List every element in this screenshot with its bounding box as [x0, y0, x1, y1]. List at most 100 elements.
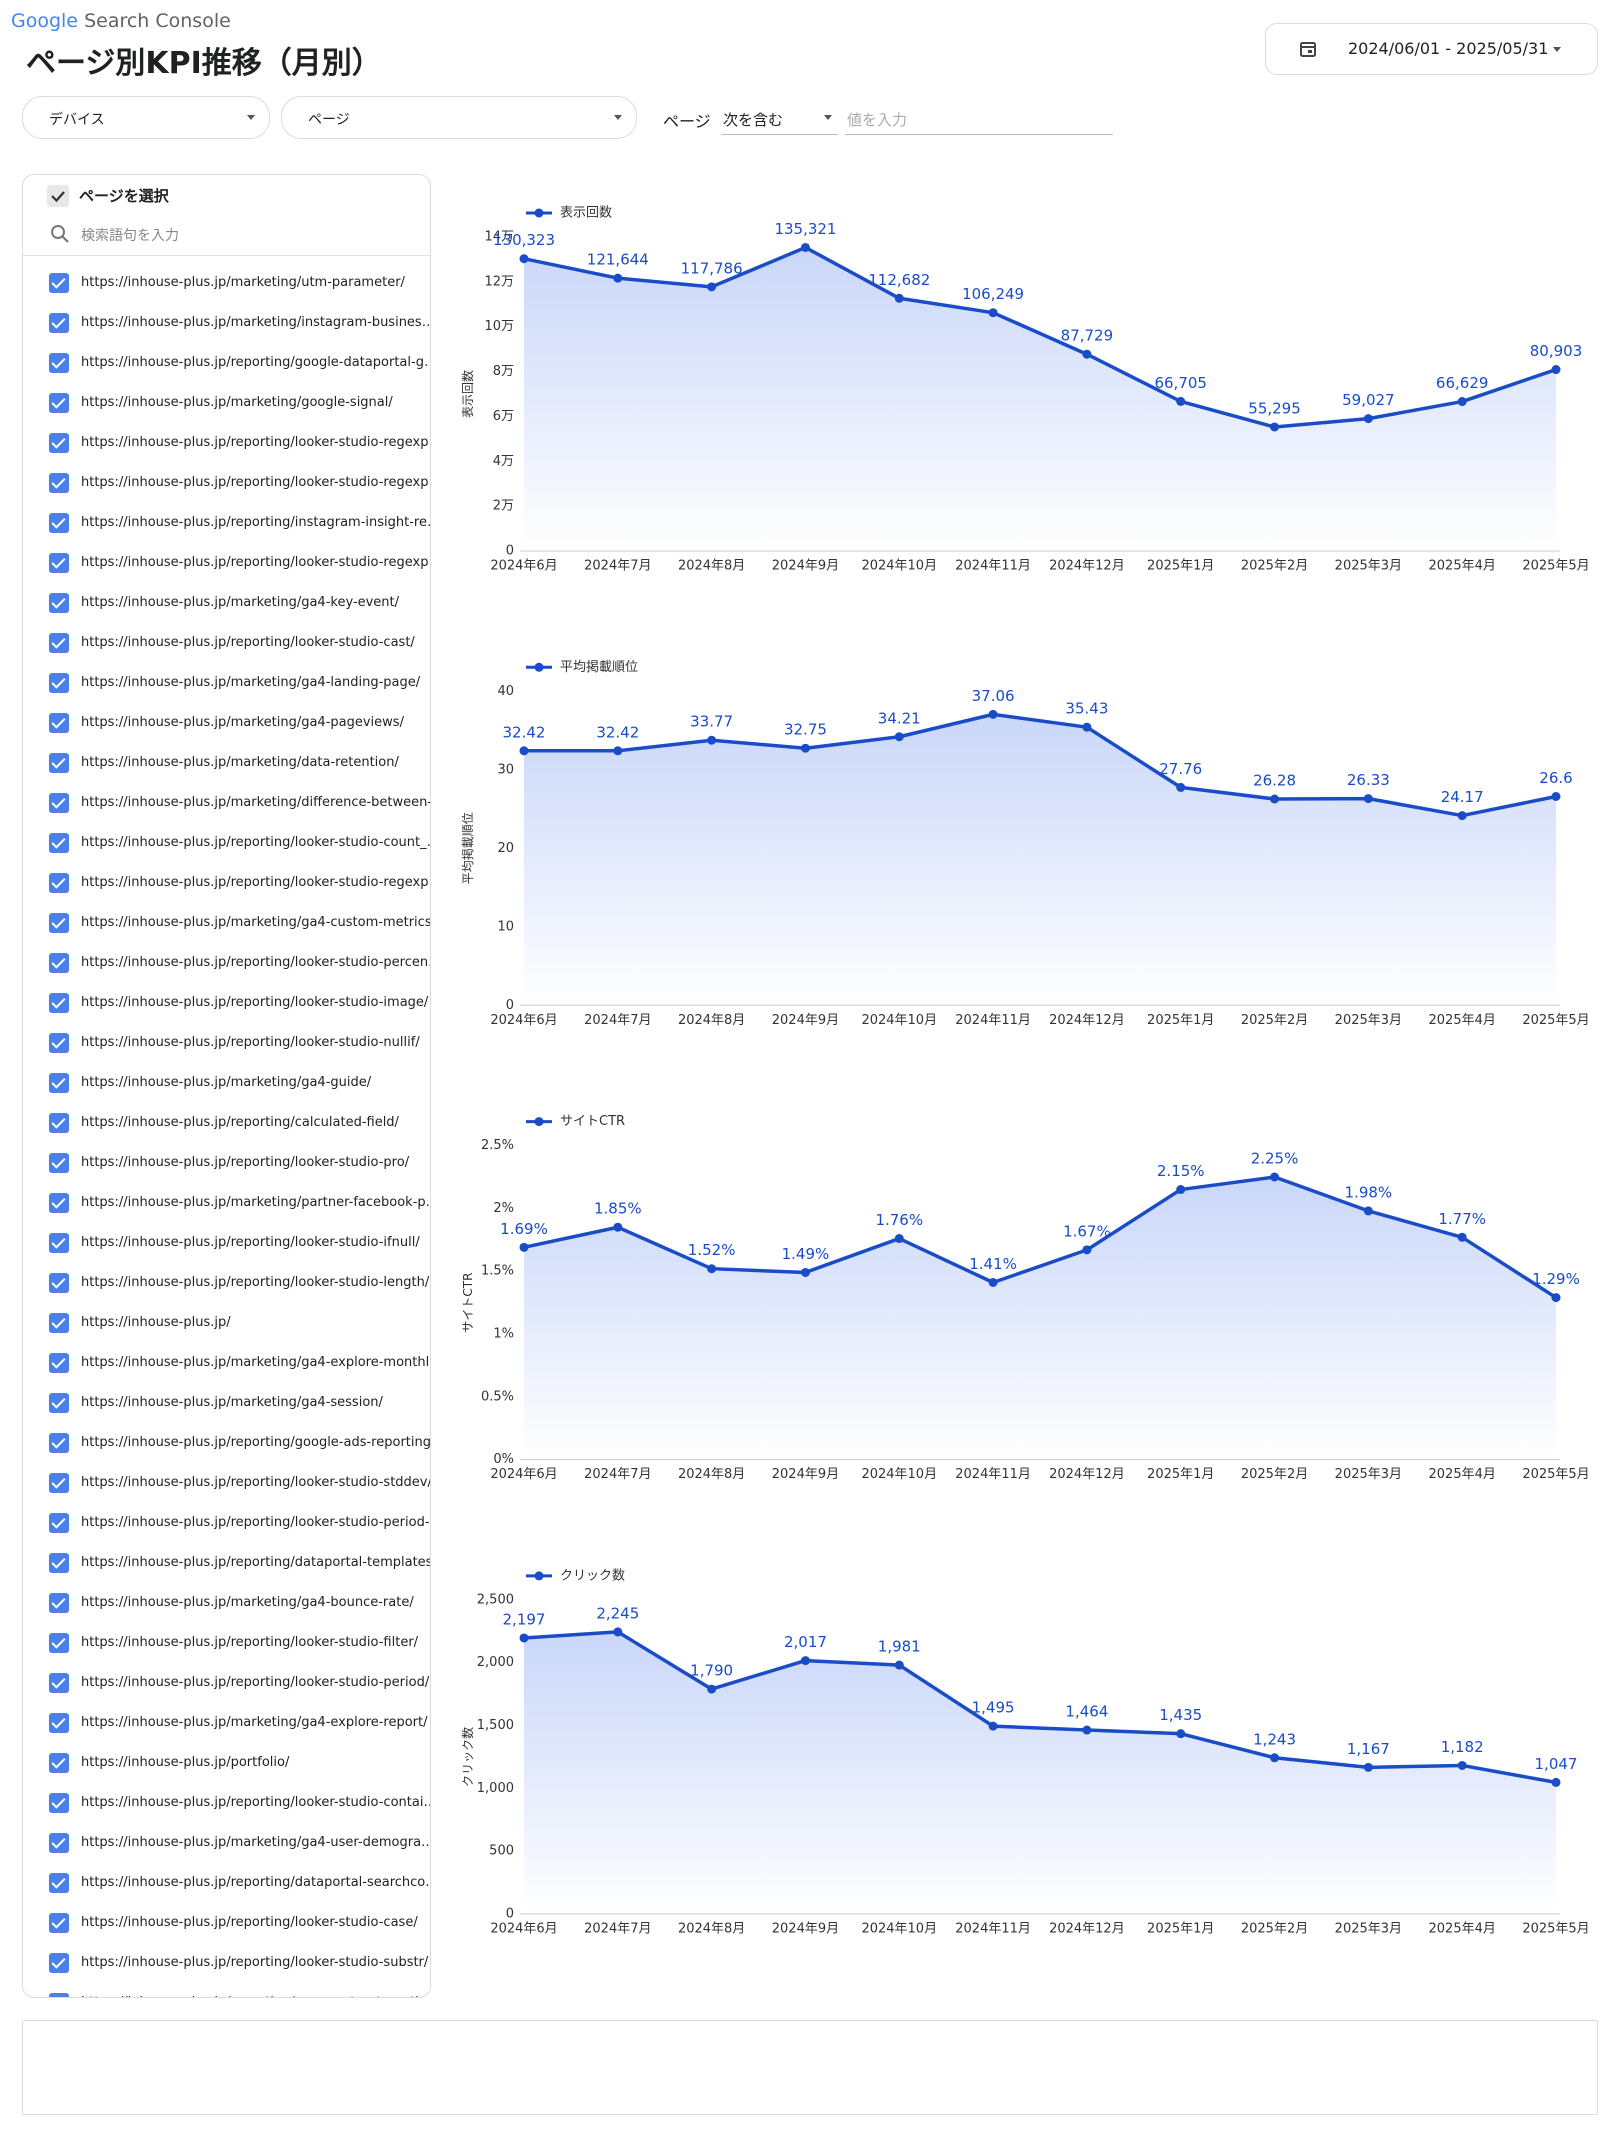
page-item[interactable]: https://inhouse-plus.jp/marketing/ga4-ex… [81, 1355, 431, 1370]
page-item[interactable]: https://inhouse-plus.jp/reporting/looker… [81, 955, 431, 970]
checkbox[interactable] [49, 873, 69, 893]
checkbox[interactable] [49, 1113, 69, 1133]
checkbox[interactable] [49, 433, 69, 453]
page-item[interactable]: https://inhouse-plus.jp/reporting/looker… [81, 1235, 420, 1250]
operator-text: 次を含む [723, 111, 784, 129]
page-item[interactable]: https://inhouse-plus.jp/reporting/looker… [81, 1035, 420, 1050]
page-item[interactable]: https://inhouse-plus.jp/marketing/utm-pa… [81, 275, 405, 290]
checkbox[interactable] [49, 1273, 69, 1293]
checkbox[interactable] [49, 1433, 69, 1453]
page-item[interactable]: https://inhouse-plus.jp/portfolio/ [81, 1755, 290, 1770]
page-item[interactable]: https://inhouse-plus.jp/reporting/looker… [81, 475, 431, 490]
page-item[interactable]: https://inhouse-plus.jp/marketing/ga4-us… [81, 1835, 431, 1850]
page-item[interactable]: https://inhouse-plus.jp/marketing/google… [81, 395, 393, 410]
page-item[interactable]: https://inhouse-plus.jp/reporting/looker… [81, 1155, 410, 1170]
checkbox[interactable] [49, 993, 69, 1013]
checkbox[interactable] [49, 1513, 69, 1533]
page-item[interactable]: https://inhouse-plus.jp/marketing/differ… [81, 795, 431, 810]
page-item[interactable]: https://inhouse-plus.jp/reporting/datapo… [81, 1875, 431, 1890]
checkbox[interactable] [49, 273, 69, 293]
page-item[interactable]: https://inhouse-plus.jp/marketing/ga4-ex… [81, 1715, 428, 1730]
checkbox[interactable] [49, 1913, 69, 1933]
checkbox[interactable] [49, 353, 69, 373]
checkbox[interactable] [49, 1353, 69, 1373]
page-item[interactable]: https://inhouse-plus.jp/reporting/ga-rep… [81, 1995, 430, 1997]
checkbox[interactable] [49, 1673, 69, 1693]
checkbox[interactable] [49, 1793, 69, 1813]
checkbox[interactable] [49, 713, 69, 733]
page-item[interactable]: https://inhouse-plus.jp/reporting/google… [81, 1435, 431, 1450]
checkbox[interactable] [49, 1313, 69, 1333]
checkbox[interactable] [49, 1073, 69, 1093]
checkbox[interactable] [49, 633, 69, 653]
checkbox[interactable] [49, 1553, 69, 1573]
checkbox[interactable] [49, 1753, 69, 1773]
page-item[interactable]: https://inhouse-plus.jp/marketing/ga4-cu… [81, 915, 431, 930]
search-placeholder[interactable]: 検索語句を入力 [81, 228, 179, 244]
point [613, 273, 623, 283]
page-item[interactable]: https://inhouse-plus.jp/reporting/looker… [81, 435, 431, 450]
checkbox[interactable] [49, 1833, 69, 1853]
checkbox[interactable] [49, 313, 69, 333]
page-item[interactable]: https://inhouse-plus.jp/reporting/looker… [81, 875, 431, 890]
checkbox[interactable] [49, 913, 69, 933]
x-tick-label: 2024年7月 [584, 559, 651, 574]
page-item[interactable]: https://inhouse-plus.jp/marketing/ga4-ke… [81, 595, 400, 610]
checkbox[interactable] [49, 1713, 69, 1733]
legend-swatch-dot [534, 208, 544, 218]
checkbox[interactable] [49, 473, 69, 493]
page-item[interactable]: https://inhouse-plus.jp/reporting/google… [81, 355, 431, 370]
page-item[interactable]: https://inhouse-plus.jp/reporting/looker… [81, 1635, 419, 1650]
page-item[interactable]: https://inhouse-plus.jp/reporting/looker… [81, 555, 431, 570]
checkbox[interactable] [49, 513, 69, 533]
page-item[interactable]: https://inhouse-plus.jp/reporting/looker… [81, 1675, 430, 1690]
page-item[interactable]: https://inhouse-plus.jp/reporting/looker… [81, 995, 429, 1010]
checkbox[interactable] [49, 1593, 69, 1613]
value-input[interactable]: 値を入力 [845, 100, 1113, 135]
checkbox[interactable] [49, 953, 69, 973]
checkbox[interactable] [49, 753, 69, 773]
page-item[interactable]: https://inhouse-plus.jp/reporting/looker… [81, 1515, 431, 1530]
device-filter[interactable]: デバイス [22, 96, 270, 139]
page-item[interactable]: https://inhouse-plus.jp/reporting/instag… [81, 515, 431, 530]
page-item[interactable]: https://inhouse-plus.jp/reporting/looker… [81, 1275, 430, 1290]
page-item[interactable]: https://inhouse-plus.jp/marketing/ga4-bo… [81, 1595, 414, 1610]
checkbox[interactable] [49, 1873, 69, 1893]
checkbox[interactable] [49, 1153, 69, 1173]
checkbox[interactable] [49, 1393, 69, 1413]
page-item[interactable]: https://inhouse-plus.jp/reporting/datapo… [81, 1555, 431, 1570]
checkbox[interactable] [49, 1953, 69, 1973]
page-item[interactable]: https://inhouse-plus.jp/marketing/partne… [81, 1195, 431, 1210]
page-item[interactable]: https://inhouse-plus.jp/reporting/looker… [81, 1475, 431, 1490]
date-range-picker[interactable]: 2024/06/01 - 2025/05/31 [1265, 23, 1598, 75]
point [988, 308, 998, 318]
page-item[interactable]: https://inhouse-plus.jp/marketing/instag… [81, 315, 431, 330]
checkbox[interactable] [49, 793, 69, 813]
checkbox[interactable] [49, 1193, 69, 1213]
page-item[interactable]: https://inhouse-plus.jp/reporting/looker… [81, 1795, 431, 1810]
checkbox[interactable] [49, 393, 69, 413]
page-item[interactable]: https://inhouse-plus.jp/marketing/ga4-pa… [81, 715, 404, 730]
page-item[interactable]: https://inhouse-plus.jp/reporting/looker… [81, 1955, 429, 1970]
page-item[interactable]: https://inhouse-plus.jp/marketing/data-r… [81, 755, 399, 770]
checkbox[interactable] [49, 833, 69, 853]
checkbox[interactable] [49, 1473, 69, 1493]
checkbox[interactable] [49, 1233, 69, 1253]
page-item[interactable]: https://inhouse-plus.jp/reporting/looker… [81, 635, 415, 650]
checkbox[interactable] [49, 593, 69, 613]
page-item[interactable]: https://inhouse-plus.jp/reporting/looker… [81, 835, 431, 850]
page-item[interactable]: https://inhouse-plus.jp/marketing/ga4-la… [81, 675, 421, 690]
page-item[interactable]: https://inhouse-plus.jp/ [81, 1315, 231, 1330]
operator-select[interactable]: 次を含む [721, 100, 838, 135]
checkbox[interactable] [49, 1033, 69, 1053]
page-filter[interactable]: ページ [281, 96, 637, 139]
select-all-check[interactable] [47, 185, 69, 207]
page-item[interactable]: https://inhouse-plus.jp/reporting/looker… [81, 1915, 418, 1930]
checkbox[interactable] [49, 553, 69, 573]
page-item[interactable]: https://inhouse-plus.jp/marketing/ga4-gu… [81, 1075, 372, 1090]
checkbox[interactable] [49, 1993, 69, 1997]
page-item[interactable]: https://inhouse-plus.jp/reporting/calcul… [81, 1115, 399, 1130]
page-item[interactable]: https://inhouse-plus.jp/marketing/ga4-se… [81, 1395, 383, 1410]
checkbox[interactable] [49, 673, 69, 693]
checkbox[interactable] [49, 1633, 69, 1653]
